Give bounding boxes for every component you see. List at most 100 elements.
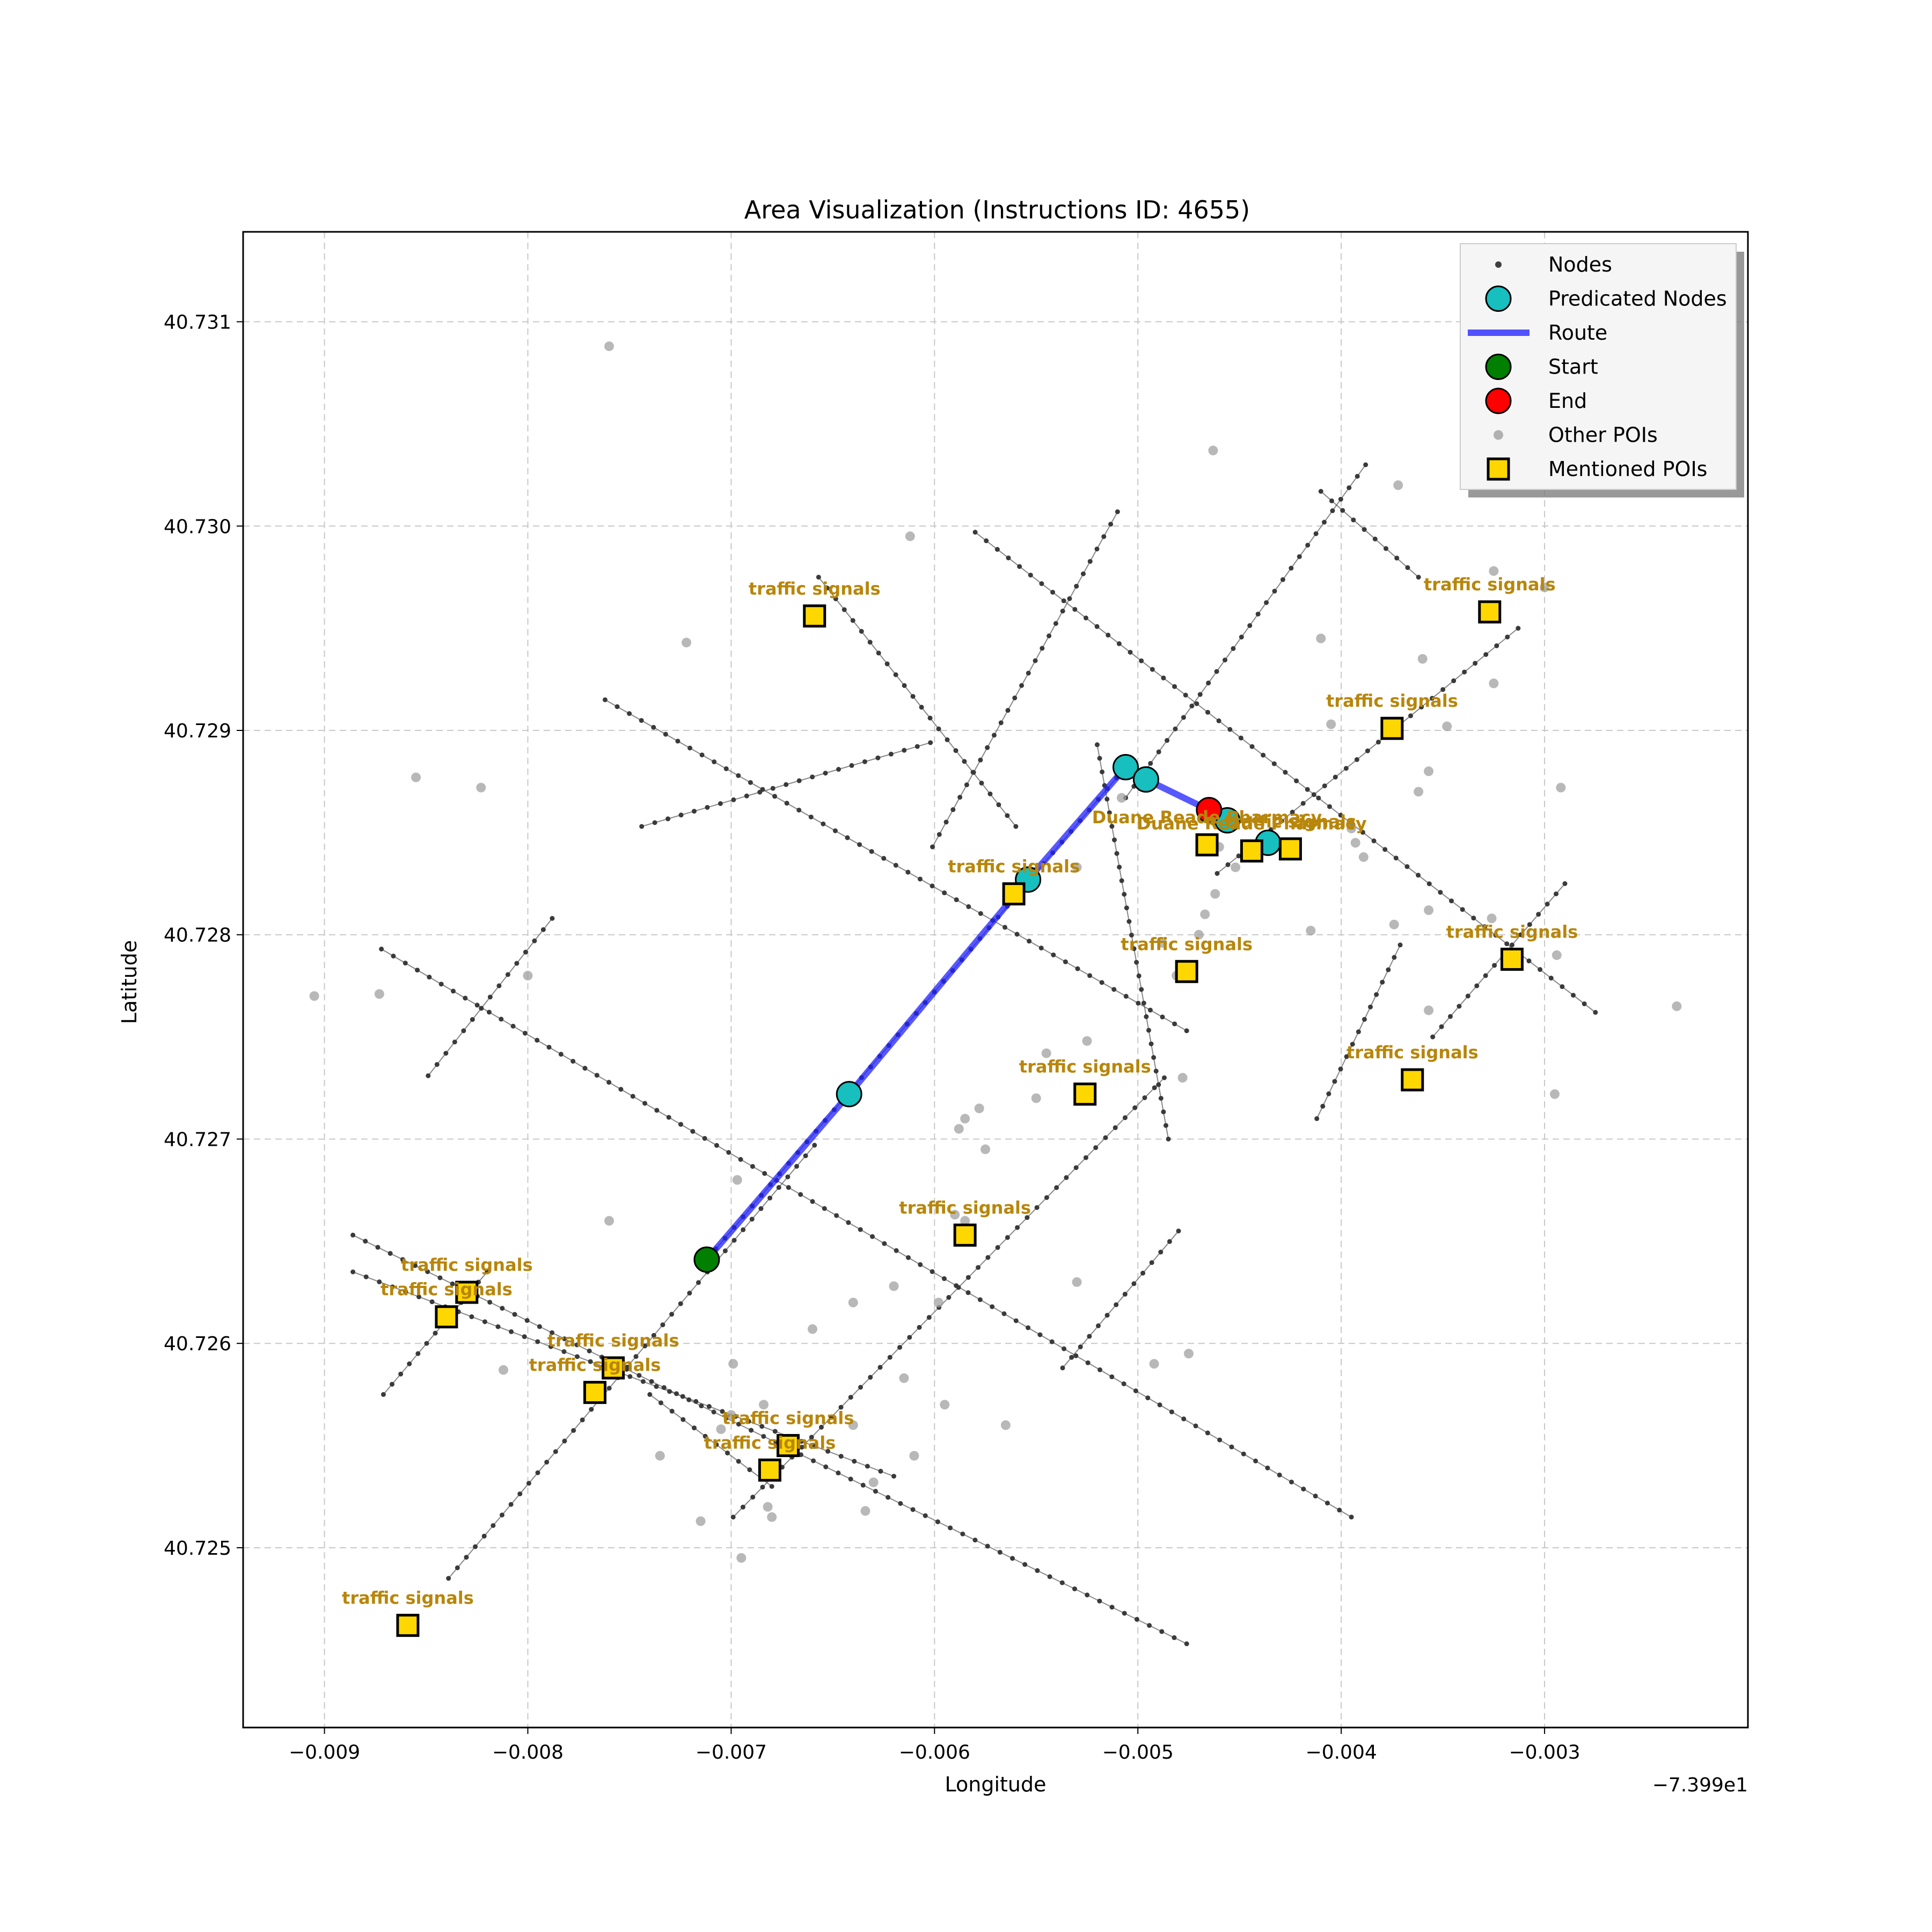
legend-other-poi-marker	[1494, 430, 1503, 440]
node-dot	[769, 1484, 774, 1489]
node-dot	[627, 1374, 633, 1379]
node-dot	[702, 1136, 707, 1141]
node-dot	[838, 1454, 844, 1459]
node-dot	[702, 1433, 708, 1439]
node-dot	[1277, 1472, 1282, 1477]
node-dot	[1087, 1334, 1092, 1339]
node-dot	[1351, 517, 1356, 523]
node-dot	[1129, 932, 1134, 938]
node-dot	[1322, 783, 1327, 788]
node-dot	[1505, 634, 1510, 640]
node-dot	[1114, 1302, 1119, 1307]
node-dot	[390, 1381, 395, 1387]
node-dot	[978, 911, 983, 916]
mentioned-poi-marker	[435, 1305, 458, 1329]
node-dot	[1140, 1270, 1146, 1276]
node-dot	[1527, 922, 1532, 927]
node-dot	[1156, 1082, 1161, 1087]
legend-label: Start	[1548, 355, 1598, 379]
mentioned-pois-layer: traffic signals traffic signals traffic si…	[342, 574, 1578, 1637]
node-dot	[772, 794, 778, 799]
node-dot	[680, 1394, 685, 1399]
y-axis-label: Latitude	[118, 940, 141, 1024]
node-dot	[426, 1073, 431, 1078]
end-marker	[1196, 796, 1223, 823]
node-dot	[785, 1174, 791, 1180]
node-dot	[1122, 1292, 1128, 1297]
node-dot	[887, 1355, 892, 1360]
plot-frame	[242, 231, 1749, 1729]
node-dot	[669, 1409, 675, 1414]
other-poi-dot	[1489, 566, 1499, 576]
node-dot	[491, 1523, 496, 1528]
node-dot	[736, 773, 741, 778]
node-dot	[1162, 1075, 1167, 1080]
node-dot	[928, 740, 933, 745]
node-dot	[692, 1425, 697, 1431]
other-poi-dot	[1326, 719, 1336, 729]
node-dot	[1238, 735, 1243, 741]
node-dot	[956, 1285, 961, 1290]
node-dot	[1034, 1205, 1040, 1210]
x-axis-offset-label: −7.399e1	[1652, 1774, 1748, 1796]
legend-label: Other POIs	[1548, 423, 1658, 447]
mentioned-poi-marker	[1195, 833, 1219, 857]
node-dot	[917, 876, 923, 882]
node-dot	[1216, 718, 1221, 723]
node-dot	[523, 949, 528, 955]
node-dot	[881, 855, 887, 861]
other-poi-dot	[909, 1451, 919, 1461]
mentioned-poi-label: traffic signals	[749, 579, 881, 599]
node-dot	[350, 1232, 356, 1238]
node-dot	[1074, 583, 1079, 589]
node-dot	[1326, 1091, 1331, 1096]
node-dot	[1504, 941, 1510, 947]
node-dot	[1012, 696, 1018, 701]
node-dot	[978, 757, 983, 763]
node-dot	[589, 1407, 594, 1412]
node-dot	[1362, 527, 1367, 532]
node-dot	[434, 1062, 440, 1067]
node-dot	[500, 1512, 505, 1518]
node-dot	[1280, 577, 1285, 582]
node-dot	[514, 961, 519, 966]
node-dot	[509, 1329, 514, 1334]
node-dot	[387, 1251, 393, 1256]
node-dot	[450, 1281, 455, 1286]
node-dot	[562, 1336, 567, 1342]
node-dot	[1109, 1374, 1115, 1379]
node-dot	[1305, 787, 1310, 792]
node-dot	[485, 1269, 490, 1275]
node-dot	[720, 1409, 725, 1414]
node-dot	[1094, 742, 1100, 748]
node-dot	[1019, 683, 1024, 688]
predicated-node	[1132, 766, 1159, 793]
node-dot	[747, 1467, 752, 1473]
node-dot	[888, 751, 894, 757]
node-dot	[1146, 1028, 1151, 1033]
node-dot	[1526, 958, 1532, 964]
node-dot	[674, 1391, 679, 1396]
x-tick-label: −0.003	[1509, 1741, 1580, 1763]
node-dot	[850, 618, 855, 623]
other-poi-dot	[1316, 633, 1326, 643]
node-dot	[1101, 534, 1107, 539]
node-dot	[810, 774, 815, 780]
node-dot	[1109, 1605, 1115, 1610]
node-dot	[750, 1495, 756, 1500]
node-dot	[398, 1371, 404, 1377]
other-poi-dot	[950, 1210, 960, 1220]
mentioned-poi-label: traffic signals	[1121, 934, 1253, 954]
node-dot	[838, 1404, 844, 1410]
node-dot	[1449, 898, 1454, 904]
node-dot	[1005, 708, 1011, 713]
node-dot	[1104, 796, 1110, 802]
mentioned-poi-label: traffic signals	[380, 1279, 513, 1300]
node-dot	[760, 1484, 765, 1490]
node-dot	[930, 1269, 935, 1274]
mentioned-poi-label: Duane Reade Pharmacy	[1137, 814, 1367, 834]
node-dot	[1290, 809, 1295, 815]
node-dot	[962, 759, 967, 764]
other-poi-dot	[1358, 852, 1368, 862]
node-dot	[740, 1504, 745, 1510]
